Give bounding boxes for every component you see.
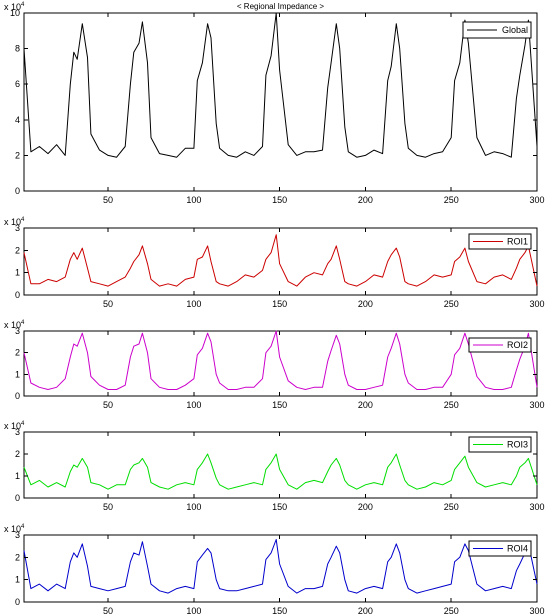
legend-label: ROI1 xyxy=(507,237,528,247)
x-tick-label: 200 xyxy=(358,400,373,410)
x-tick-label: 100 xyxy=(186,606,201,616)
y-tick-label: 3 xyxy=(15,530,20,540)
x-tick-label: 250 xyxy=(444,195,459,205)
y-exponent-label: x 104 xyxy=(4,421,25,431)
x-tick-label: 100 xyxy=(186,502,201,512)
plot-area xyxy=(23,534,538,603)
y-tick-label: 2 xyxy=(15,245,20,255)
x-tick-label: 200 xyxy=(358,299,373,309)
x-tick-label: 300 xyxy=(529,606,544,616)
y-exponent-label: x 104 xyxy=(4,2,25,12)
y-tick-label: 10 xyxy=(10,8,20,18)
x-tick-label: 150 xyxy=(272,606,287,616)
legend-label: ROI3 xyxy=(507,440,528,450)
y-tick-label: 2 xyxy=(15,449,20,459)
plot-area xyxy=(23,431,538,499)
series-line-roi3 xyxy=(23,453,538,490)
x-tick-label: 50 xyxy=(103,502,113,512)
y-tick-label: 1 xyxy=(15,471,20,481)
y-tick-label: 8 xyxy=(15,44,20,54)
x-tick-label: 250 xyxy=(444,400,459,410)
y-tick-label: 0 xyxy=(15,290,20,300)
x-tick-label: 200 xyxy=(358,502,373,512)
x-tick-label: 150 xyxy=(272,195,287,205)
y-tick-label: 0 xyxy=(15,493,20,503)
subplot-1: 50 100 150 200 250 300 0 2 4 6 8 10x 104 < Regional … xyxy=(4,2,545,205)
y-tick-label: 1 xyxy=(15,369,20,379)
x-tick-label: 50 xyxy=(103,606,113,616)
subplot-5: 50 100 150 200 250 300 0 1 2 3x 104 ROI4 xyxy=(4,524,545,616)
series-line-roi1 xyxy=(23,234,538,287)
legend: ROI4 xyxy=(468,540,532,557)
plot-area xyxy=(23,227,538,296)
x-tick-label: 250 xyxy=(444,299,459,309)
y-tick-label: 2 xyxy=(15,348,20,358)
y-tick-label: 0 xyxy=(15,597,20,607)
x-tick-label: 300 xyxy=(529,502,544,512)
y-tick-label: 3 xyxy=(15,427,20,437)
subplot-2: 50 100 150 200 250 300 0 1 2 3x 104 ROI1 xyxy=(4,217,545,309)
x-tick-label: 100 xyxy=(186,400,201,410)
series-line-roi2 xyxy=(23,330,538,390)
chart-title: < Regional Impedance > xyxy=(237,2,325,11)
x-tick-label: 150 xyxy=(272,502,287,512)
y-tick-label: 1 xyxy=(15,268,20,278)
x-tick-label: 50 xyxy=(103,299,113,309)
legend-label: Global xyxy=(502,25,528,35)
x-tick-label: 100 xyxy=(186,195,201,205)
x-tick-label: 50 xyxy=(103,195,113,205)
subplot-4: 50 100 150 200 250 300 0 1 2 3x 104 ROI3 xyxy=(4,421,545,512)
y-tick-label: 6 xyxy=(15,79,20,89)
y-exponent-label: x 104 xyxy=(4,524,25,534)
x-tick-label: 50 xyxy=(103,400,113,410)
x-tick-label: 150 xyxy=(272,400,287,410)
y-tick-label: 1 xyxy=(15,575,20,585)
plot-area xyxy=(23,330,538,397)
y-tick-label: 3 xyxy=(15,223,20,233)
legend-label: ROI4 xyxy=(507,544,528,554)
legend: ROI1 xyxy=(468,233,532,250)
subplot-3: 50 100 150 200 250 300 0 1 2 3x 104 ROI2 xyxy=(4,320,545,410)
x-tick-label: 250 xyxy=(444,606,459,616)
y-tick-label: 4 xyxy=(15,115,20,125)
x-tick-label: 150 xyxy=(272,299,287,309)
x-tick-label: 300 xyxy=(529,299,544,309)
legend-label: ROI2 xyxy=(507,340,528,350)
series-line-global xyxy=(23,12,538,158)
y-tick-label: 2 xyxy=(15,150,20,160)
x-tick-label: 300 xyxy=(529,195,544,205)
legend: ROI3 xyxy=(468,436,532,453)
y-tick-label: 2 xyxy=(15,552,20,562)
y-exponent-label: x 104 xyxy=(4,217,25,227)
x-tick-label: 250 xyxy=(444,502,459,512)
y-tick-label: 0 xyxy=(15,391,20,401)
y-tick-label: 0 xyxy=(15,186,20,196)
x-tick-label: 200 xyxy=(358,606,373,616)
x-tick-label: 100 xyxy=(186,299,201,309)
x-tick-label: 300 xyxy=(529,400,544,410)
x-tick-label: 200 xyxy=(358,195,373,205)
legend: Global xyxy=(462,21,532,39)
plot-area xyxy=(23,12,538,192)
legend: ROI2 xyxy=(468,337,532,353)
y-tick-label: 3 xyxy=(15,326,20,336)
series-line-roi4 xyxy=(23,539,538,594)
y-exponent-label: x 104 xyxy=(4,320,25,330)
